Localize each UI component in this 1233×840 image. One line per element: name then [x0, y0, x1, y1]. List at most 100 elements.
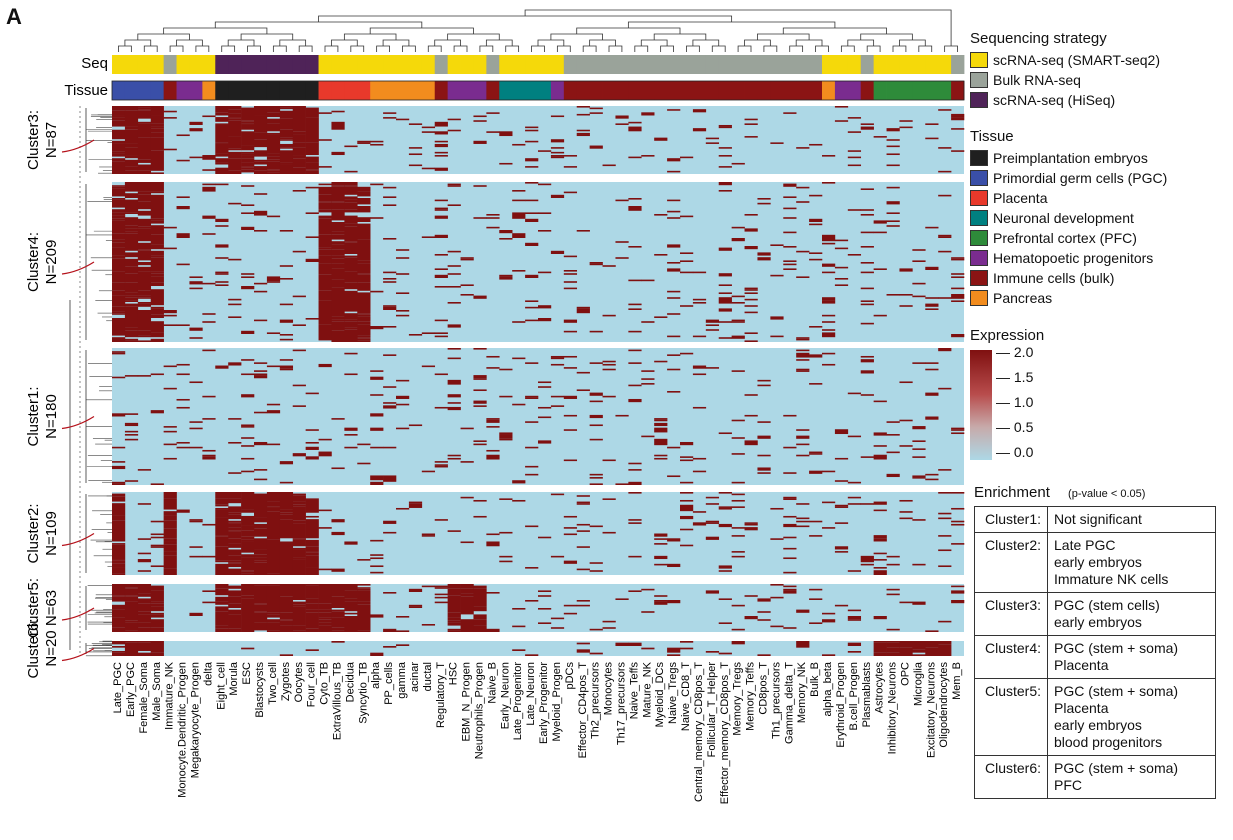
heat-cell	[563, 287, 578, 290]
tissue-cell-Eight_cell	[215, 81, 229, 100]
heat-cell	[925, 473, 939, 476]
column-label: Excitatory_Neurons	[925, 662, 937, 758]
dendro-branch	[944, 45, 958, 52]
heat-cell	[667, 563, 681, 568]
heat-cell	[331, 255, 345, 259]
heat-cell	[292, 630, 306, 632]
seq-cell-Plasmablasts	[860, 55, 875, 74]
heat-cell	[228, 614, 242, 629]
heat-cell	[680, 456, 694, 458]
heat-cell	[383, 405, 397, 409]
heat-cell	[886, 201, 900, 205]
heat-cell	[705, 520, 720, 523]
heat-cell	[150, 220, 164, 224]
heat-cell	[318, 527, 332, 529]
heat-cell	[434, 587, 448, 589]
heat-cell	[202, 590, 216, 592]
heat-cell	[383, 646, 397, 648]
dendro-branch	[298, 45, 313, 52]
heat-cell	[357, 282, 371, 291]
heat-cell	[383, 628, 397, 632]
heat-cell	[834, 604, 849, 607]
heat-cell	[951, 334, 965, 338]
heat-cell	[344, 222, 358, 224]
heat-cell	[473, 588, 487, 600]
heat-cell	[318, 509, 332, 512]
heat-cell	[344, 352, 358, 355]
heat-cell	[654, 600, 668, 602]
heat-cell	[731, 506, 745, 508]
heat-cell	[202, 449, 216, 452]
heat-cell	[770, 335, 784, 338]
heat-cell	[628, 462, 642, 465]
heat-cell	[744, 522, 758, 524]
heat-cell	[951, 585, 965, 588]
heat-cell	[447, 624, 461, 626]
column-label: Effector_CD4pos_T	[577, 662, 589, 759]
heat-cell	[279, 147, 294, 149]
heat-cell	[357, 590, 371, 602]
tissue-cell-Central_memory_CD8pos_T	[692, 81, 707, 100]
heat-cell	[305, 649, 319, 651]
dendro-branch	[589, 39, 616, 46]
heat-cell	[589, 438, 603, 441]
heat-cell	[266, 585, 281, 613]
heat-cell	[486, 533, 500, 536]
heat-cell	[899, 294, 913, 296]
heat-cell	[860, 394, 874, 396]
heat-cell	[951, 257, 965, 259]
heat-cell	[680, 252, 694, 254]
heat-cell	[150, 126, 164, 129]
heat-cell	[783, 590, 797, 594]
heat-cell	[266, 132, 281, 135]
heat-cell	[241, 445, 255, 447]
heat-cell	[112, 106, 126, 111]
tissue-cell-Naive_Teffs	[628, 81, 642, 100]
heat-cell	[512, 480, 526, 484]
heat-cell	[925, 641, 939, 648]
heat-cell	[357, 324, 371, 336]
heat-cell	[434, 140, 448, 143]
heat-cell	[370, 427, 384, 431]
heat-cell	[150, 306, 164, 309]
heat-cell	[112, 161, 126, 174]
tissue-cell-Neutrophils_Progen	[473, 81, 487, 100]
tissue-cell-pDCs	[563, 81, 578, 100]
heat-cell	[331, 302, 345, 317]
heat-cell	[305, 117, 319, 143]
heat-cell	[809, 354, 823, 358]
dendro-branch	[382, 39, 410, 46]
heat-cell	[731, 295, 745, 298]
heat-cell	[241, 437, 255, 439]
heat-cell	[576, 230, 590, 232]
heat-cell	[112, 351, 126, 353]
heat-cell	[137, 552, 152, 555]
tissue-legend-label: Preimplantation embryos	[993, 150, 1148, 166]
cluster-name: Cluster4:	[25, 232, 42, 292]
heat-cell	[137, 249, 152, 251]
cluster-n: N=109	[43, 511, 60, 556]
heat-cell	[176, 159, 190, 162]
heat-cell	[705, 367, 720, 369]
heat-cell	[434, 465, 448, 468]
tissue-cell-Myeloid_Progen	[550, 81, 565, 100]
heat-cell	[305, 585, 319, 599]
heat-cell	[370, 475, 384, 481]
heat-cell	[279, 118, 294, 130]
heat-cell	[628, 362, 642, 364]
heat-cell	[718, 622, 732, 624]
column-label: Early_Progenitor	[538, 662, 550, 744]
heat-cell	[538, 271, 552, 274]
dendro-branch	[918, 45, 933, 52]
heat-cell	[447, 273, 461, 275]
heat-cell	[822, 329, 836, 331]
heat-cell	[809, 535, 823, 537]
heat-cell	[228, 506, 242, 513]
heat-cell	[434, 593, 448, 596]
heat-cell	[228, 522, 242, 524]
seq-cell-alpha_beta	[822, 55, 836, 74]
heat-cell	[576, 568, 590, 571]
heat-cell	[925, 368, 939, 371]
heat-cell	[628, 555, 642, 558]
heat-cell	[176, 263, 190, 266]
